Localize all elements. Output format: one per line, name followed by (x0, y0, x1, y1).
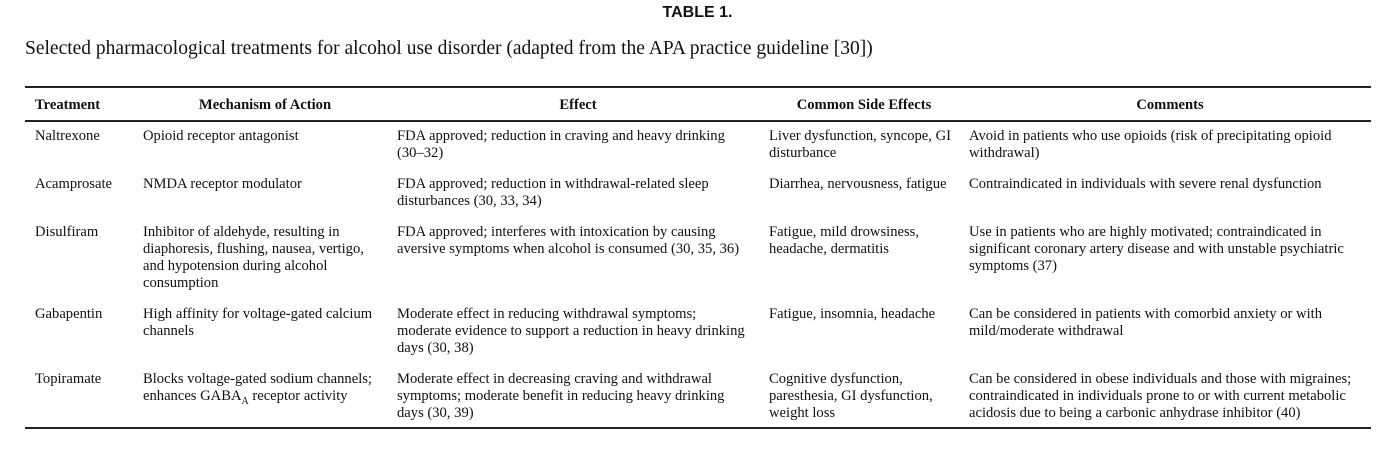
mechanism-text: Blocks voltage-gated sodium channels; en… (143, 371, 372, 404)
cell-side-effects: Fatigue, mild drowsiness, headache, derm… (769, 224, 919, 257)
header-comments: Comments (959, 87, 1371, 122)
cell-side-effects: Fatigue, insomnia, headache (769, 306, 936, 322)
header-side-effects: Common Side Effects (759, 87, 959, 122)
treatments-table: Treatment Mechanism of Action Effect Com… (25, 86, 1371, 429)
cell-comments: Can be considered in patients with comor… (969, 306, 1323, 339)
cell-side-effects: Diarrhea, nervousness, fatigue (769, 176, 947, 192)
cell-mechanism: NMDA receptor modulator (143, 176, 302, 192)
header-row: Treatment Mechanism of Action Effect Com… (25, 87, 1371, 122)
cell-mechanism: Inhibitor of aldehyde, resulting in diap… (143, 224, 364, 291)
table-row: Acamprosate NMDA receptor modulator FDA … (25, 170, 1371, 218)
cell-comments: Contraindicated in individuals with seve… (969, 176, 1322, 192)
cell-mechanism: Blocks voltage-gated sodium channels; en… (133, 365, 387, 428)
cell-effect: FDA approved; reduction in withdrawal-re… (397, 176, 709, 209)
cell-effect: FDA approved; interferes with intoxicati… (397, 224, 740, 257)
mechanism-text-end: receptor activity (248, 388, 348, 404)
cell-treatment: Topiramate (35, 371, 102, 387)
cell-side-effects: Liver dysfunction, syncope, GI disturban… (769, 128, 951, 161)
cell-mechanism: Opioid receptor antagonist (143, 128, 299, 144)
cell-effect: FDA approved; reduction in craving and h… (397, 128, 725, 161)
cell-comments: Can be considered in obese individuals a… (969, 371, 1352, 421)
header-effect: Effect (387, 87, 759, 122)
cell-side-effects: Cognitive dysfunction, paresthesia, GI d… (769, 371, 933, 421)
cell-mechanism: High affinity for voltage-gated calcium … (143, 306, 373, 339)
cell-comments: Avoid in patients who use opioids (risk … (969, 128, 1332, 161)
cell-comments: Use in patients who are highly motivated… (969, 224, 1344, 274)
cell-treatment: Disulfiram (35, 224, 99, 240)
cell-treatment: Naltrexone (35, 128, 100, 144)
header-treatment: Treatment (25, 87, 133, 122)
cell-treatment: Acamprosate (35, 176, 112, 192)
table-row: Naltrexone Opioid receptor antagonist FD… (25, 121, 1371, 170)
table-title: TABLE 1. (662, 4, 733, 21)
cell-effect: Moderate effect in reducing withdrawal s… (397, 306, 745, 356)
header-mechanism: Mechanism of Action (133, 87, 387, 122)
table-row: Gabapentin High affinity for voltage-gat… (25, 300, 1371, 365)
table-caption: Selected pharmacological treatments for … (25, 38, 873, 59)
subscript: A (241, 395, 249, 407)
table-row: Disulfiram Inhibitor of aldehyde, result… (25, 218, 1371, 300)
cell-effect: Moderate effect in decreasing craving an… (397, 371, 725, 421)
cell-treatment: Gabapentin (35, 306, 103, 322)
table-row: Topiramate Blocks voltage-gated sodium c… (25, 365, 1371, 428)
